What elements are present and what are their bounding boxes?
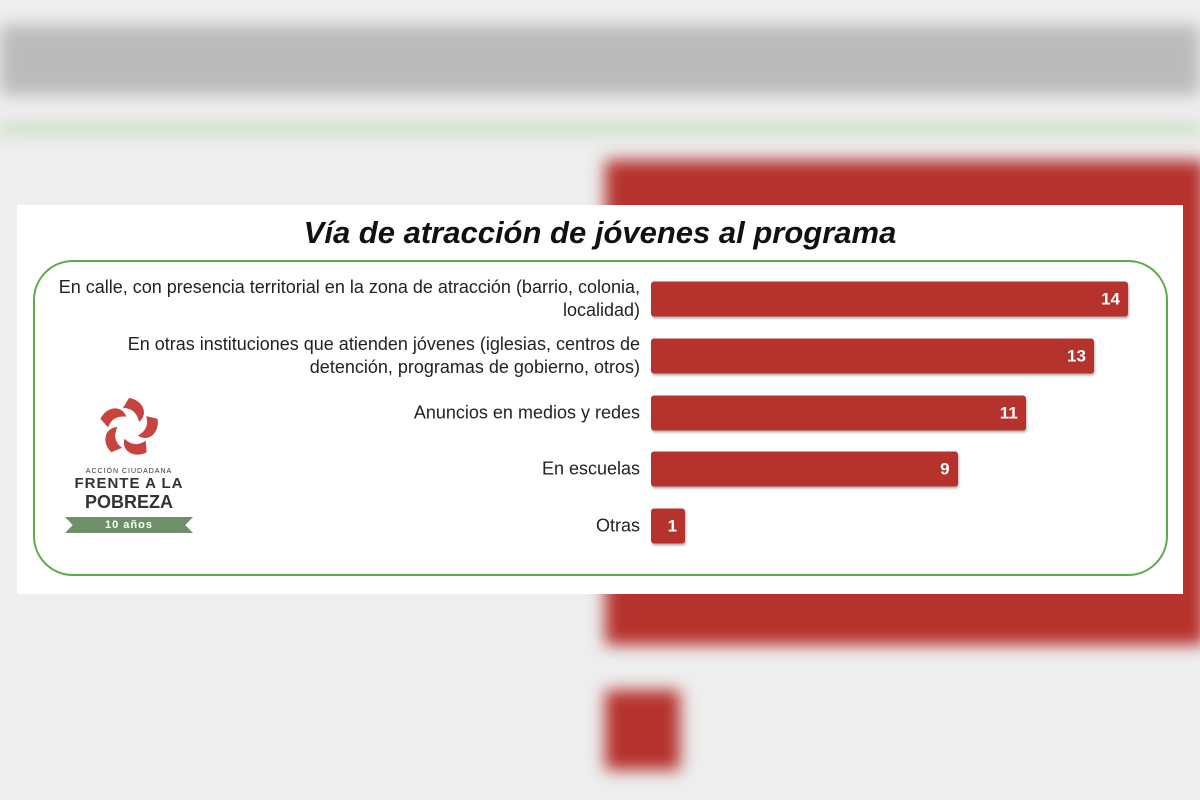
logo-badge: 10 años bbox=[65, 517, 193, 533]
category-label: En otras instituciones que atienden jóve… bbox=[127, 333, 640, 377]
chart-title: Vía de atracción de jóvenes al programa bbox=[303, 215, 897, 250]
logo-tagline: ACCIÓN CIUDADANA bbox=[85, 468, 173, 475]
logo-line2: POBREZA bbox=[84, 492, 173, 512]
logo: ACCIÓN CIUDADANA FRENTE A LA POBREZA 10 … bbox=[65, 395, 193, 533]
bar: 14 bbox=[651, 281, 1128, 317]
value-label: 13 bbox=[1067, 346, 1086, 366]
value-label: 11 bbox=[999, 403, 1018, 423]
value-label: 1 bbox=[667, 516, 678, 536]
logo-line1: FRENTE A LA bbox=[74, 475, 184, 492]
category-label: Anuncios en medios y redes bbox=[413, 402, 640, 423]
bar: 1 bbox=[651, 508, 686, 544]
value-label: 9 bbox=[940, 459, 950, 479]
category-label: Otras bbox=[595, 515, 640, 536]
bg-bar bbox=[605, 690, 680, 770]
frame bbox=[33, 260, 1168, 576]
chart-card: Vía de atracción de jóvenes al programa … bbox=[17, 205, 1183, 594]
category-label: En calle, con presencia territorial en l… bbox=[58, 277, 640, 320]
value-label: 14 bbox=[1101, 289, 1120, 309]
bar: 9 bbox=[651, 451, 958, 487]
logo-mark bbox=[100, 398, 158, 455]
bg-title bbox=[0, 25, 1200, 95]
bar: 11 bbox=[651, 395, 1026, 431]
bg-rule bbox=[0, 125, 1200, 133]
category-label: En escuelas bbox=[541, 458, 640, 479]
bar: 13 bbox=[651, 338, 1094, 374]
